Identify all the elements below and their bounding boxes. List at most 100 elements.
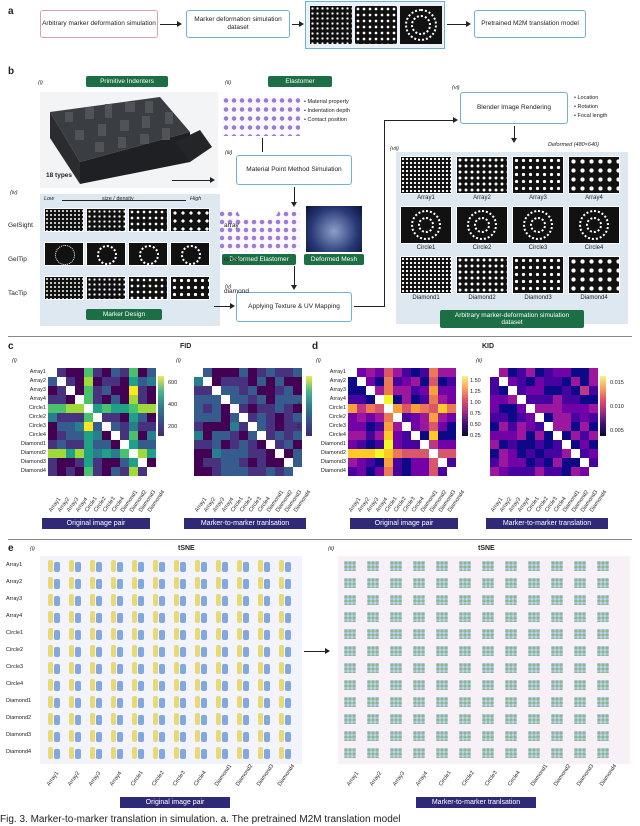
tsne-cluster-yellow — [111, 679, 116, 691]
tsne-cluster-mixed — [344, 629, 356, 639]
tsne-cluster-mixed — [551, 561, 563, 571]
tsne-cluster-yellow — [174, 577, 179, 589]
tsne-caption-translation: Marker-to-marker tranlsation — [416, 797, 536, 808]
tsne-cluster-blue — [75, 613, 81, 623]
kid-cbar1-tick-1: 1.25 — [470, 389, 481, 395]
dataset-tile-label: Circle2 — [472, 245, 492, 251]
tsne-cluster-yellow — [69, 679, 74, 691]
sensor-geltip: GelTip — [8, 256, 27, 263]
tsne-cluster-yellow — [258, 577, 263, 589]
sub-vii: (vii) — [390, 146, 399, 152]
tsne-cluster-mixed — [505, 595, 517, 605]
tsne-cluster-yellow — [90, 645, 95, 657]
deformed-mesh-label: Deformed Mesh — [304, 254, 364, 265]
tsne-cluster-mixed — [574, 748, 586, 758]
tsne-cluster-mixed — [459, 748, 471, 758]
tsne-cluster-blue — [75, 562, 81, 572]
tsne-cluster-blue — [96, 613, 102, 623]
tsne-cluster-mixed — [482, 578, 494, 588]
heatmap-row-label: Diamond2 — [20, 450, 46, 456]
tsne-cluster-mixed — [597, 561, 609, 571]
tsne-cluster-mixed — [344, 646, 356, 656]
tsne-cluster-mixed — [344, 697, 356, 707]
tsne-cluster-blue — [54, 715, 60, 725]
tsne-cluster-mixed — [436, 748, 448, 758]
tsne-cluster-blue — [159, 749, 165, 759]
sensor-tactip: TacTip — [8, 290, 27, 297]
tsne-cluster-yellow — [237, 560, 242, 572]
tsne-cluster-yellow — [279, 747, 284, 759]
tsne-cluster-mixed — [344, 663, 356, 673]
primitive-indenters-label: Primitive Indenters — [86, 76, 168, 87]
fid-sub-i: (i) — [12, 358, 17, 364]
marker-examples-frame — [305, 1, 445, 49]
tsne-cluster-blue — [180, 681, 186, 691]
tsne-col-label: Array2 — [67, 770, 82, 788]
tsne-cluster-yellow — [153, 662, 158, 674]
tsne-cluster-yellow — [90, 628, 95, 640]
tsne-cluster-mixed — [505, 612, 517, 622]
tsne-cluster-yellow — [279, 611, 284, 623]
tsne-cluster-blue — [75, 579, 81, 589]
tsne-cluster-mixed — [459, 595, 471, 605]
heatmap-row-label: Array1 — [29, 369, 46, 375]
dataset-tile-label: Array3 — [529, 195, 547, 201]
tsne-cluster-yellow — [48, 662, 53, 674]
tsne-row-label: Array4 — [6, 613, 23, 619]
tsne-cluster-blue — [264, 630, 270, 640]
tsne-cluster-blue — [264, 749, 270, 759]
tsne-cluster-mixed — [459, 612, 471, 622]
tsne-cluster-blue — [117, 715, 123, 725]
heatmap-row-label: Circle4 — [28, 432, 46, 438]
tsne-col-label: Diamond4 — [599, 763, 619, 788]
tsne-cluster-blue — [243, 596, 249, 606]
arbitrary-marker-box: Arbitrary marker deformation simulation — [40, 10, 158, 38]
tsne-cluster-blue — [96, 630, 102, 640]
fid-sub-ii: (i) — [176, 358, 181, 364]
tsne-cluster-yellow — [48, 560, 53, 572]
tsne-cluster-mixed — [344, 748, 356, 758]
tsne-cluster-mixed — [390, 748, 402, 758]
tsne-cluster-mixed — [482, 663, 494, 673]
dataset-tile — [512, 156, 564, 194]
heatmap-row-label: Circle1 — [328, 405, 346, 411]
sub-v: (v) — [225, 284, 232, 290]
dataset-tile-label: Circle1 — [416, 245, 436, 251]
tsne-col-label: Diamond1 — [530, 763, 550, 788]
tsne-cluster-blue — [159, 613, 165, 623]
kid-sub-i: (i) — [316, 358, 321, 364]
dataset-tile — [456, 206, 508, 244]
tsne-cluster-yellow — [69, 662, 74, 674]
dataset-tile-label: Diamond2 — [468, 295, 496, 301]
tsne-cluster-mixed — [390, 561, 402, 571]
tsne-cluster-mixed — [367, 578, 379, 588]
tsne-cluster-yellow — [48, 645, 53, 657]
tsne-row-label: Diamond1 — [6, 698, 32, 704]
dataset-tile-label: Circle4 — [584, 245, 604, 251]
tsne-cluster-yellow — [237, 611, 242, 623]
fid-cbar1-tick-2: 200 — [168, 424, 178, 430]
tsne-cluster-blue — [222, 579, 228, 589]
tsne-cluster-blue — [96, 749, 102, 759]
tsne-cluster-mixed — [413, 561, 425, 571]
tsne-sub-i: (i) — [30, 546, 35, 552]
tsne-cluster-blue — [243, 579, 249, 589]
dataset-grid: Array1 Array2 Array3 Array4 Circle1 Circle2 Ci… — [396, 152, 628, 328]
tsne-cluster-blue — [180, 715, 186, 725]
tsne-cluster-yellow — [195, 679, 200, 691]
heatmap-row-label: Array4 — [329, 396, 346, 402]
tsne-cluster-blue — [54, 596, 60, 606]
tsne-cluster-mixed — [413, 748, 425, 758]
fid-caption-translation: Marker-to-marker tranlsation — [184, 518, 306, 529]
deformed-elastomer-label: Deformed Elastomer — [222, 254, 296, 265]
tsne-cluster-blue — [159, 647, 165, 657]
tsne-cluster-blue — [201, 732, 207, 742]
fid-cbar1-tick-0: 600 — [168, 380, 178, 386]
tsne-col-label: Circle4 — [507, 769, 522, 788]
tsne-cluster-yellow — [237, 662, 242, 674]
tsne-cluster-yellow — [279, 662, 284, 674]
tsne-cluster-blue — [264, 715, 270, 725]
heatmap-row-label: Diamond4 — [320, 468, 346, 474]
tsne-cluster-mixed — [344, 612, 356, 622]
tsne-cluster-blue — [138, 749, 144, 759]
